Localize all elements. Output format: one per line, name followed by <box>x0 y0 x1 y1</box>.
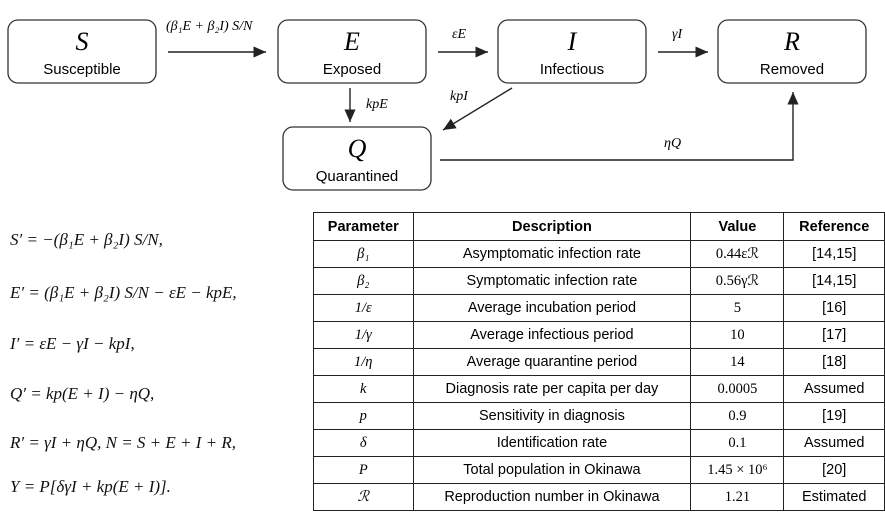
table-cell: Reproduction number in Okinawa <box>412 483 692 511</box>
table-cell: ℛ <box>313 483 414 511</box>
equation: R′ = γI + ηQ, N = S + E + I + R, <box>10 433 237 452</box>
edge-label: ηQ <box>664 136 681 151</box>
table-row: ℛ Reproduction number in Okinawa 1.21 Estim… <box>313 483 885 511</box>
node-symbol: I <box>567 27 578 56</box>
table-cell: 0.1 <box>690 429 785 457</box>
table-cell: Estimated <box>783 483 885 511</box>
table-cell: 1.21 <box>690 483 785 511</box>
table-cell: Total population in Okinawa <box>412 456 692 484</box>
table-cell: [19] <box>783 402 885 430</box>
table-cell: 1.45 × 10⁶ <box>690 456 785 484</box>
node-symbol: Q <box>348 134 367 163</box>
edge-label: γI <box>672 27 684 42</box>
table-cell: 10 <box>690 321 785 349</box>
table-cell: [17] <box>783 321 885 349</box>
table-cell: δ <box>313 429 414 457</box>
node-q: Q Quarantined <box>282 126 432 191</box>
equation: I′ = εE − γI − kpI, <box>10 334 135 353</box>
table-cell: p <box>313 402 414 430</box>
node-label: Quarantined <box>316 168 399 185</box>
table-cell: Identification rate <box>412 429 692 457</box>
node-label: Exposed <box>323 61 381 78</box>
table-row: 1/η Average quarantine period 14 [18] <box>313 348 885 376</box>
node-label: Infectious <box>540 61 604 78</box>
table-cell: Average infectious period <box>412 321 692 349</box>
table-cell: Sensitivity in diagnosis <box>412 402 692 430</box>
table-cell: β₁ <box>313 240 414 268</box>
table-cell: [14,15] <box>783 267 885 295</box>
column-header: Parameter <box>313 212 414 241</box>
table-row: p Sensitivity in diagnosis 0.9 [19] <box>313 402 885 430</box>
equation: S′ = −(β₁E + β₂I) S/N, <box>10 230 163 249</box>
table-row: 1/γ Average infectious period 10 [17] <box>313 321 885 349</box>
table-cell: 0.56γℛ <box>690 267 785 295</box>
node-e: E Exposed <box>277 19 427 84</box>
node-symbol: E <box>343 27 360 56</box>
table-cell: 14 <box>690 348 785 376</box>
node-label: Removed <box>760 61 824 78</box>
table-cell: P <box>313 456 414 484</box>
node-label: Susceptible <box>43 61 121 78</box>
edge-label: (β₁E + β₂I) S/N <box>166 19 253 34</box>
edge-label: kpE <box>366 97 388 112</box>
table-cell: 0.44εℛ <box>690 240 785 268</box>
column-header: Reference <box>783 212 885 241</box>
column-header: Value <box>690 212 785 241</box>
table-row: β₂ Symptomatic infection rate 0.56γℛ [14,15… <box>313 267 885 295</box>
node-symbol: S <box>76 27 89 56</box>
node-r: R Removed <box>717 19 867 84</box>
table-row: β₁ Asymptomatic infection rate 0.44εℛ [14,1… <box>313 240 885 268</box>
edge-label: εE <box>452 27 467 42</box>
table-cell: 1/γ <box>313 321 414 349</box>
edge-label: kpI <box>450 89 469 104</box>
table-cell: k <box>313 375 414 403</box>
equation: E′ = (β₁E + β₂I) S/N − εE − kpE, <box>10 283 237 302</box>
table-cell: Asymptomatic infection rate <box>412 240 692 268</box>
table-cell: Diagnosis rate per capita per day <box>412 375 692 403</box>
column-header: Description <box>412 212 692 241</box>
table-cell: Symptomatic infection rate <box>412 267 692 295</box>
arrow <box>442 87 513 131</box>
node-s: S Susceptible <box>7 19 157 84</box>
table-cell: [18] <box>783 348 885 376</box>
table-row: 1/ε Average incubation period 5 [16] <box>313 294 885 322</box>
table-cell: [14,15] <box>783 240 885 268</box>
table-cell: Assumed <box>783 375 885 403</box>
table-cell: [20] <box>783 456 885 484</box>
table-row: P Total population in Okinawa 1.45 × 10⁶ [2… <box>313 456 885 484</box>
node-i: I Infectious <box>497 19 647 84</box>
node-symbol: R <box>783 27 800 56</box>
equation: Y = P[δγI + kp(E + I)]. <box>10 477 171 496</box>
table-cell: [16] <box>783 294 885 322</box>
table-cell: 0.0005 <box>690 375 785 403</box>
arrow <box>440 92 799 161</box>
table-cell: 1/η <box>313 348 414 376</box>
table-row: k Diagnosis rate per capita per day 0.0005… <box>313 375 885 403</box>
table-row: δ Identification rate 0.1 Assumed <box>313 429 885 457</box>
table-cell: 0.9 <box>690 402 785 430</box>
table-header: Parameter Description Value Reference <box>313 212 885 241</box>
table-cell: β₂ <box>313 267 414 295</box>
equation: Q′ = kp(E + I) − ηQ, <box>10 384 155 403</box>
table-cell: 1/ε <box>313 294 414 322</box>
table-cell: Average incubation period <box>412 294 692 322</box>
table-cell: Assumed <box>783 429 885 457</box>
flow-diagram: S Susceptible E Exposed I Infectious R R… <box>7 19 867 191</box>
parameter-table: Parameter Description Value Reference β₁ Asy… <box>313 212 885 511</box>
table-cell: 5 <box>690 294 785 322</box>
table-cell: Average quarantine period <box>412 348 692 376</box>
